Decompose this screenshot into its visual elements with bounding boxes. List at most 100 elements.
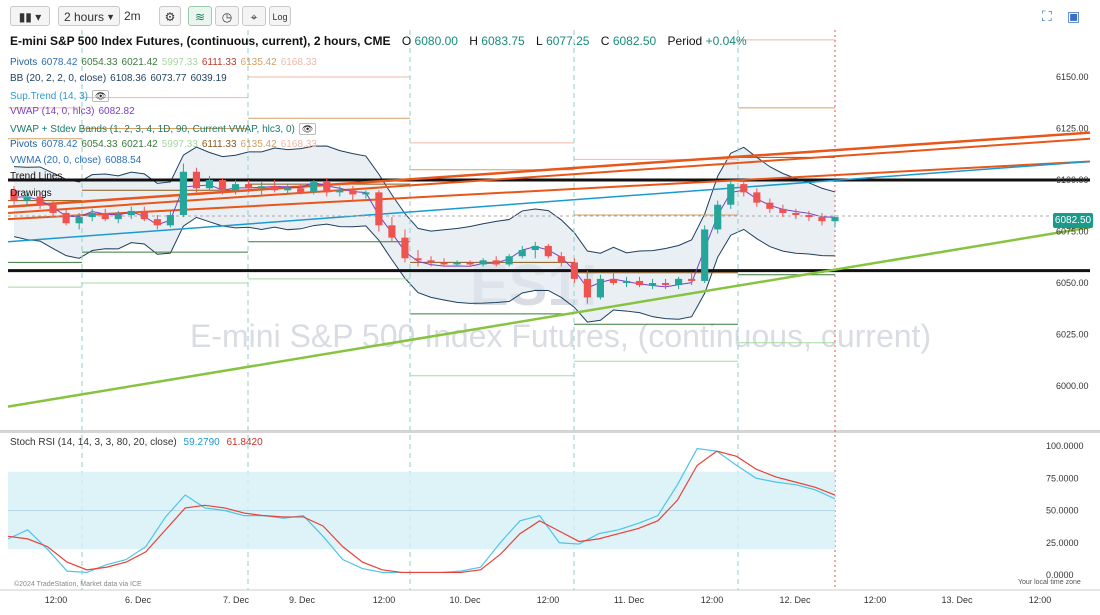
timezone-note[interactable]: Your local time zone bbox=[1018, 579, 1081, 586]
candle-body bbox=[323, 182, 331, 193]
lower-interval[interactable]: 2m bbox=[124, 9, 141, 23]
candle-body bbox=[244, 184, 253, 189]
stoch-axis-tick: 25.0000 bbox=[1046, 538, 1079, 548]
price-axis-tick: 6125.00 bbox=[1056, 124, 1089, 134]
high-label: H bbox=[469, 34, 478, 48]
candle-body bbox=[101, 212, 109, 220]
candle-body bbox=[297, 188, 305, 193]
fullscreen-icon[interactable]: ⛶ bbox=[1042, 8, 1052, 24]
candle-body bbox=[153, 219, 161, 226]
candle-body bbox=[375, 192, 383, 226]
chart-type-button[interactable]: ▮▮ ▾ bbox=[10, 6, 50, 26]
price-axis-tick: 6075.00 bbox=[1056, 227, 1089, 237]
crosshair-icon: ⌖ bbox=[250, 10, 258, 24]
candle-body bbox=[792, 212, 800, 216]
last-price-badge: 6082.50 bbox=[1053, 213, 1093, 228]
indicator-row[interactable]: Pivots 6078.42 6054.33 6021.42 5997.33 6111.3… bbox=[10, 138, 321, 152]
low-value: 6077.25 bbox=[546, 34, 590, 48]
candles-icon: ▮▮ ▾ bbox=[18, 10, 42, 24]
interval-select[interactable]: 2 hours ▼ bbox=[58, 6, 120, 26]
close-label: C bbox=[600, 34, 610, 48]
candle-body bbox=[310, 182, 318, 193]
indicator-value: 6021.42 bbox=[121, 139, 158, 150]
candle-body bbox=[36, 196, 44, 205]
period-label: Period bbox=[667, 34, 703, 48]
indicator-row[interactable]: Pivots 6078.42 6054.33 6021.42 5997.33 6111.3… bbox=[10, 56, 321, 70]
vwap-line bbox=[13, 181, 836, 289]
log-button[interactable]: Log bbox=[269, 6, 291, 26]
chart-header: E-mini S&P 500 Index Futures, (continuou… bbox=[10, 33, 747, 49]
time-axis-tick: 12:00 bbox=[1029, 595, 1052, 605]
draw-button[interactable]: ⌖ bbox=[242, 6, 266, 26]
candle-body bbox=[544, 245, 552, 257]
indicator-name: BB (20, 2, 2, 0, close) bbox=[10, 73, 107, 84]
candle-body bbox=[701, 229, 709, 281]
candle-body bbox=[518, 250, 526, 257]
stoch-axis-tick: 0.0000 bbox=[1046, 570, 1074, 580]
candle-body bbox=[714, 204, 722, 230]
trend-line-blue bbox=[7, 160, 1091, 243]
indicator-row[interactable]: Trend Lines bbox=[10, 170, 66, 184]
candle-body bbox=[414, 258, 422, 261]
candle-body bbox=[401, 237, 409, 259]
indicator-value: 6078.42 bbox=[41, 57, 78, 68]
indicator-name: Sup.Trend (14, 3) bbox=[10, 91, 89, 102]
price-axis-tick: 6025.00 bbox=[1056, 330, 1089, 340]
candle-body bbox=[271, 186, 279, 191]
indicator-value: 6021.42 bbox=[121, 57, 158, 68]
pane-separator bbox=[0, 430, 1100, 433]
candle-body bbox=[805, 215, 813, 218]
candle-body bbox=[349, 190, 357, 195]
trend-line-green bbox=[7, 226, 1091, 408]
candle-body bbox=[622, 280, 631, 283]
candle-body bbox=[570, 262, 578, 279]
candle-body bbox=[479, 260, 487, 265]
candle-body bbox=[453, 262, 461, 265]
chart-title: E-mini S&P 500 Index Futures, (continuou… bbox=[10, 34, 391, 48]
price-axis-tick: 6000.00 bbox=[1056, 381, 1089, 391]
toolbar: ▮▮ ▾ 2 hours ▼ 2m ⚙ ≋ ◷ ⌖ Log ⛶ ▣ bbox=[0, 0, 1100, 30]
high-value: 6083.75 bbox=[481, 34, 525, 48]
candle-body bbox=[179, 171, 187, 216]
indicator-value: 6168.33 bbox=[280, 139, 317, 150]
stoch-axis-tick: 50.0000 bbox=[1046, 506, 1079, 516]
interval-value: 2 hours bbox=[64, 10, 105, 24]
candle-body bbox=[23, 196, 31, 201]
indicator-value: 5997.33 bbox=[161, 139, 198, 150]
time-axis-tick: 11. Dec bbox=[614, 595, 645, 605]
eye-icon[interactable]: 👁 bbox=[298, 123, 317, 135]
price-axis-tick: 6050.00 bbox=[1056, 278, 1089, 288]
indicator-row[interactable]: Sup.Trend (14, 3) 👁 bbox=[10, 89, 113, 104]
stoch-label[interactable]: Stoch RSI (14, 14, 3, 3, 80, 20, close) bbox=[10, 437, 177, 448]
candle-body bbox=[831, 217, 839, 222]
indicator-value: 6054.33 bbox=[81, 139, 118, 150]
clock-button[interactable]: ◷ bbox=[215, 6, 239, 26]
indicator-value: 6111.33 bbox=[201, 139, 237, 150]
trend-line-orange bbox=[7, 160, 1091, 221]
time-axis-tick: 6. Dec bbox=[125, 595, 152, 605]
candle-body bbox=[596, 278, 605, 298]
indicator-name: VWAP (14, 0, hlc3) bbox=[10, 106, 95, 117]
indicator-row[interactable]: VWAP (14, 0, hlc3) 6082.82 bbox=[10, 105, 139, 119]
chevron-down-icon: ▼ bbox=[106, 12, 115, 22]
candle-body bbox=[492, 260, 500, 265]
candle-body bbox=[284, 188, 292, 191]
indicator-value: 6135.42 bbox=[240, 57, 277, 68]
candle-body bbox=[218, 180, 227, 191]
settings-button[interactable]: ⚙ bbox=[159, 6, 181, 26]
eye-icon[interactable]: 👁 bbox=[92, 90, 110, 102]
indicator-row[interactable]: VWAP + Stdev Bands (1, 2, 3, 4, 1D, 90, … bbox=[10, 122, 320, 137]
candle-body bbox=[192, 171, 201, 189]
indicator-row[interactable]: VWMA (20, 0, close) 6088.54 bbox=[10, 154, 145, 168]
indicator-row[interactable]: BB (20, 2, 2, 0, close) 6108.36 6073.77 603… bbox=[10, 72, 231, 86]
compare-button[interactable]: ≋ bbox=[188, 6, 212, 26]
indicator-row[interactable]: Drawings bbox=[10, 187, 56, 201]
candle-body bbox=[766, 202, 774, 209]
camera-icon[interactable]: ▣ bbox=[1067, 8, 1081, 24]
stoch-legend: Stoch RSI (14, 14, 3, 3, 80, 20, close) … bbox=[10, 436, 267, 450]
watermark-name: E-mini S&P 500 Index Futures, (continuou… bbox=[190, 318, 931, 354]
candle-body bbox=[166, 215, 174, 226]
stoch-d-value: 61.8420 bbox=[226, 437, 263, 448]
candle-body bbox=[140, 210, 148, 220]
